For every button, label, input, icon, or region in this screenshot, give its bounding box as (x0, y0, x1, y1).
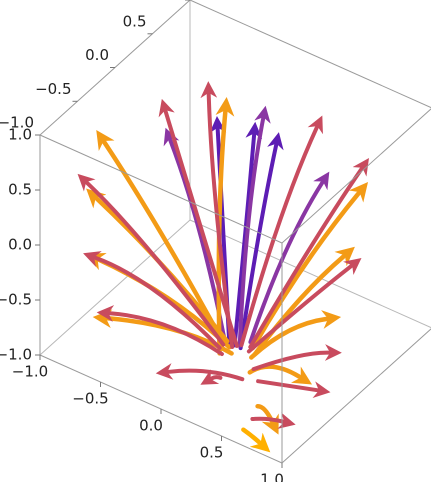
streamline-16 (241, 427, 271, 453)
x-tick-label-2: 0.0 (139, 417, 163, 435)
streamline-13 (249, 310, 342, 360)
streamline-28 (250, 412, 296, 429)
y-tick-label-2: 0.0 (85, 46, 109, 64)
streamline-29 (200, 369, 223, 385)
y-tick-label-0: −1.0 (0, 114, 34, 132)
streamline-24 (155, 363, 245, 382)
x-tick-label-1: −0.5 (72, 390, 108, 408)
x-tick-label-0: −1.0 (12, 363, 48, 381)
y-tick-label-1: −0.5 (35, 80, 71, 98)
z-tick-label-2: 0.0 (8, 236, 32, 254)
streamline-0 (232, 121, 263, 348)
streamline-19 (200, 81, 235, 349)
streamline-25 (246, 258, 362, 354)
y-tick-label-3: 0.5 (123, 12, 147, 30)
streamline-20 (248, 158, 370, 349)
x-tick-label-4: 1.0 (260, 471, 284, 482)
streamline-6 (96, 129, 224, 341)
streamlines-layer (77, 81, 370, 453)
box-edge-8 (189, 0, 431, 109)
box-edge-1 (281, 328, 431, 464)
streamline-27 (256, 379, 331, 398)
z-tick-label-4: 1.0 (8, 126, 32, 144)
streamline-3 (237, 105, 271, 348)
streamline-5 (248, 171, 330, 344)
z-tick-label-1: −0.5 (0, 291, 32, 309)
streamline-18 (239, 115, 323, 348)
streamline-1 (238, 132, 284, 351)
streamline-26 (251, 344, 342, 372)
streamline-12 (252, 246, 355, 357)
streamline-11 (250, 181, 369, 351)
streamline-21 (77, 173, 226, 347)
z-tick-label-3: 0.5 (8, 181, 32, 199)
box-edge-back-0 (189, 219, 431, 329)
box-edge-5 (39, 134, 283, 244)
x-tick-label-3: 0.5 (200, 444, 224, 462)
axis-ticks: −1.0−0.50.00.51.0−1.0−0.50.00.51.0−1.0−0… (0, 0, 284, 482)
streamline-23 (96, 305, 224, 356)
streamline-22 (83, 251, 222, 350)
z-tick-label-0: −1.0 (0, 346, 32, 364)
box-edge-7 (281, 108, 431, 244)
